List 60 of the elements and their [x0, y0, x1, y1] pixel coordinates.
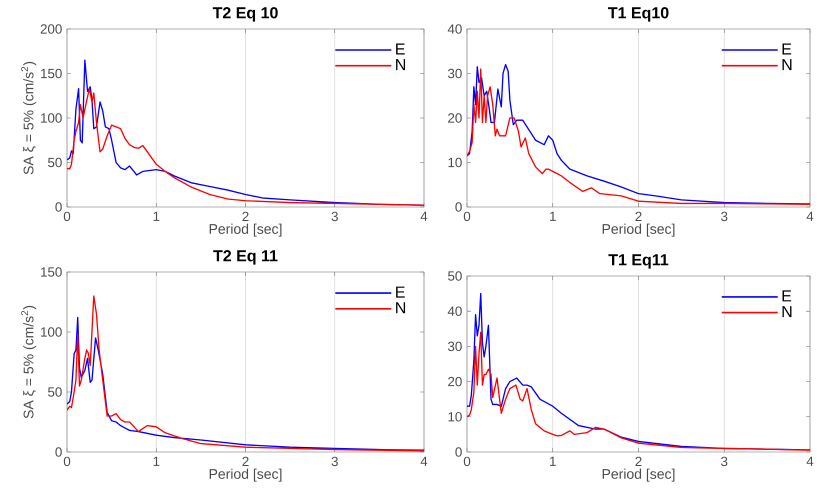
x-tick-label: 0	[64, 212, 70, 222]
y-tick-label: 30	[448, 342, 462, 352]
x-axis-title: Period [sec]	[602, 468, 674, 482]
x-axis-title: Period [sec]	[602, 224, 674, 237]
line-series	[467, 332, 810, 451]
x-tick-label: 2	[242, 456, 249, 466]
y-tick-label: 100	[41, 113, 62, 123]
y-tick-label: 40	[448, 306, 462, 316]
chart-title: T1 Eq10	[608, 7, 668, 22]
y-tick-label: 0	[455, 202, 462, 212]
y-tick-label: 0	[55, 202, 62, 212]
x-tick-label: 1	[550, 456, 556, 466]
line-series	[67, 88, 424, 206]
chart-title: T2 Eq 11	[213, 250, 278, 265]
y-tick-label: 20	[448, 376, 462, 386]
y-tick-label: 40	[448, 24, 462, 34]
x-tick-label: 2	[635, 456, 642, 466]
y-tick-label: 10	[448, 158, 462, 168]
legend-label: E	[396, 286, 405, 298]
legend-label: E	[782, 290, 792, 302]
y-tick-label: 10	[448, 412, 462, 422]
x-tick-label: 0	[464, 212, 470, 222]
y-tick-label: 50	[448, 271, 462, 281]
legend-label: E	[396, 44, 405, 55]
chart-title: T2 Eq 10	[212, 7, 278, 22]
x-axis-title: Period [sec]	[210, 224, 282, 237]
y-axis-title: SA ξ = 5% (cm/s$^{2}$)	[21, 306, 36, 418]
y-tick-label: 0	[455, 447, 462, 457]
x-tick-label: 4	[806, 456, 814, 466]
legend-label: N	[396, 302, 406, 314]
x-tick-label: 3	[332, 212, 338, 222]
x-axis-title: Period [sec]	[210, 468, 282, 482]
x-tick-label: 2	[635, 212, 642, 222]
x-tick-label: 4	[420, 212, 428, 221]
y-tick-label: 0	[55, 447, 62, 457]
y-tick-label: 150	[41, 68, 62, 78]
x-tick-label: 0	[464, 456, 470, 466]
legend-label: N	[782, 306, 792, 318]
y-tick-label: 30	[448, 68, 462, 78]
chart-title: T1 Eq11	[608, 254, 668, 269]
x-tick-label: 1	[154, 212, 160, 221]
x-tick-label: 1	[154, 456, 160, 466]
x-tick-label: 3	[332, 456, 338, 466]
legend-label: E	[782, 44, 792, 55]
x-tick-label: 3	[721, 456, 728, 466]
y-tick-label: 20	[448, 113, 462, 123]
legend-label: N	[396, 59, 406, 70]
legend-label: N	[782, 59, 792, 70]
y-tick-label: 50	[48, 158, 62, 168]
y-axis-title: SA ξ = 5% (cm/s$^{2}$)	[21, 62, 36, 174]
y-tick-label: 50	[48, 387, 62, 397]
y-tick-label: 150	[41, 267, 62, 277]
x-tick-label: 4	[420, 456, 428, 466]
x-tick-label: 0	[64, 456, 70, 466]
x-tick-label: 4	[806, 212, 814, 221]
y-tick-label: 100	[41, 327, 62, 337]
x-tick-label: 3	[721, 212, 728, 222]
x-tick-label: 1	[550, 212, 556, 221]
x-tick-label: 2	[242, 212, 249, 222]
y-tick-label: 200	[40, 24, 62, 34]
